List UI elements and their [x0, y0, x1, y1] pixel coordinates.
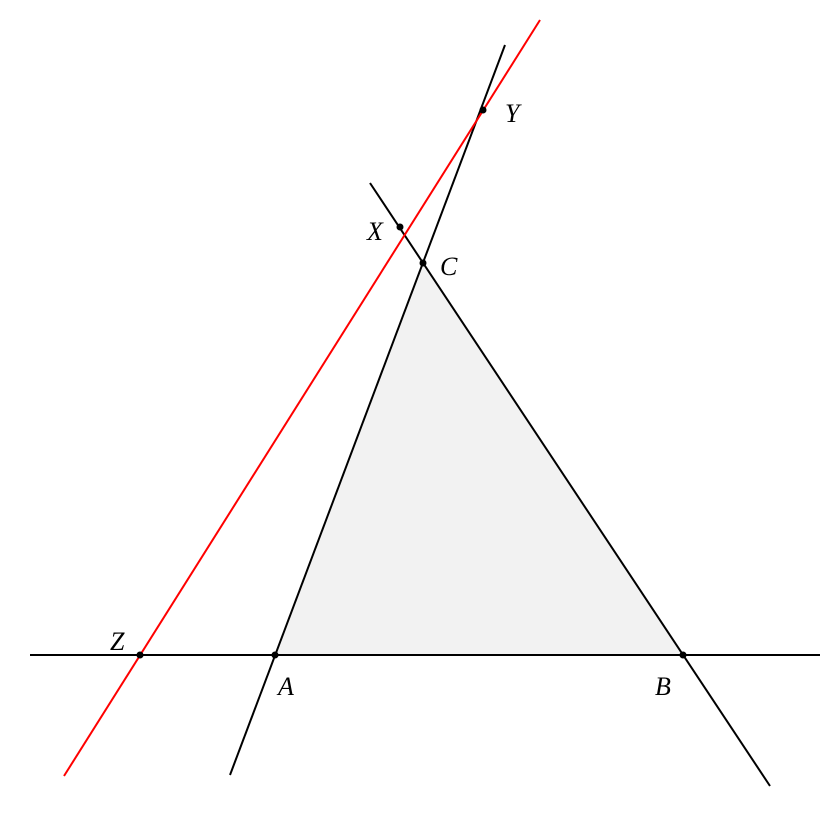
geometry-diagram: A B C X Y Z	[0, 0, 840, 828]
label-y: Y	[505, 99, 522, 128]
point-x	[397, 224, 404, 231]
triangle-abc	[275, 263, 683, 655]
label-z: Z	[110, 627, 125, 656]
label-a: A	[276, 672, 294, 701]
label-c: C	[440, 252, 458, 281]
label-b: B	[655, 672, 671, 701]
point-a	[272, 652, 279, 659]
label-x: X	[366, 217, 384, 246]
point-z	[137, 652, 144, 659]
point-b	[680, 652, 687, 659]
point-y	[480, 107, 487, 114]
point-c	[420, 260, 427, 267]
